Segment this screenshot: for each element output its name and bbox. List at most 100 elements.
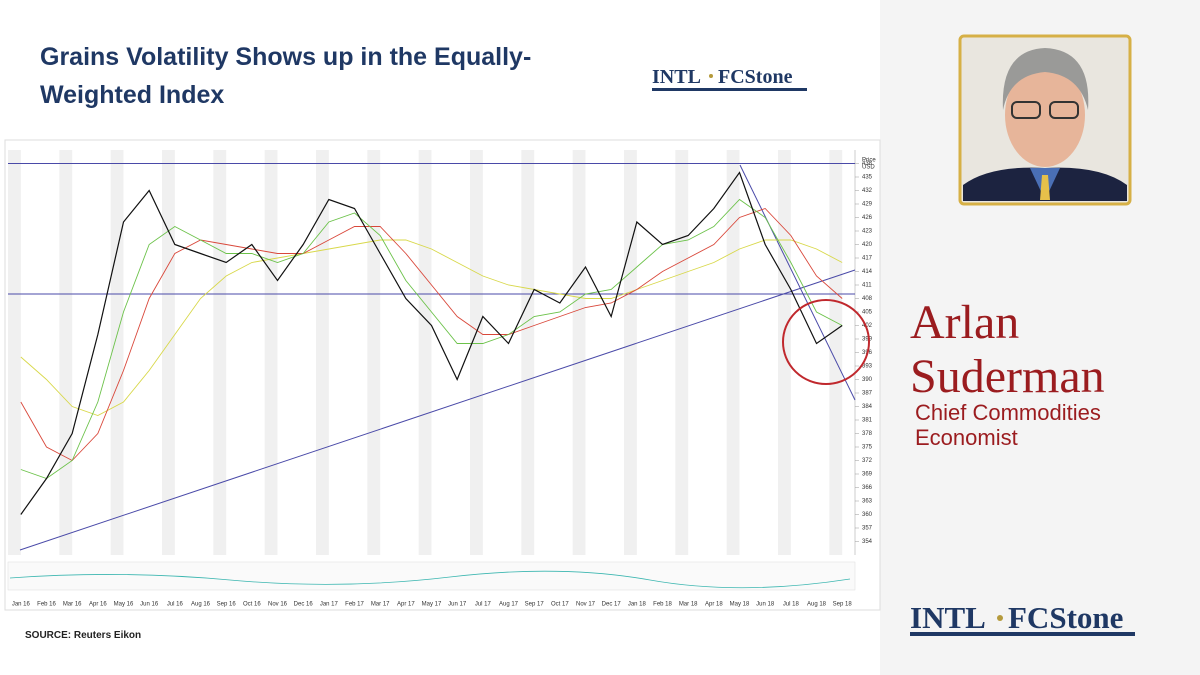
- month-stripe: [8, 150, 21, 555]
- x-tick-label: Nov 17: [576, 602, 596, 608]
- y-tick-label: 399: [862, 337, 873, 343]
- x-tick-label: Jan 17: [320, 602, 339, 608]
- x-tick-label: Sep 16: [217, 602, 237, 608]
- y-axis-label: Price: [862, 158, 876, 164]
- series-line: [20, 207, 843, 462]
- month-stripe: [110, 150, 124, 555]
- x-tick-label: Jul 16: [167, 602, 184, 608]
- x-tick-label: May 18: [730, 602, 750, 608]
- y-tick-label: 420: [862, 242, 873, 248]
- source: SOURCE: Reuters Eikon: [25, 630, 141, 641]
- logo-text: FCStone: [718, 66, 793, 88]
- y-tick-label: 408: [862, 296, 873, 302]
- y-tick-label: 366: [862, 485, 873, 491]
- y-tick-label: 387: [862, 391, 873, 397]
- month-stripe: [470, 150, 483, 555]
- chart-frame: [4, 139, 881, 611]
- month-stripe: [521, 150, 535, 555]
- month-stripe: [213, 150, 227, 555]
- speaker-role: Chief Commodities: [915, 400, 1101, 425]
- month-stripe: [162, 150, 175, 555]
- photo-tie: [1040, 175, 1050, 200]
- x-tick-label: Dec 16: [294, 602, 314, 608]
- slide-title: Grains Volatility Shows up in the Equall…: [40, 43, 531, 71]
- x-tick-label: Nov 16: [268, 602, 288, 608]
- x-tick-label: Oct 17: [551, 602, 569, 608]
- y-tick-label: 390: [862, 377, 873, 383]
- month-stripe: [316, 150, 329, 555]
- trend-line: [739, 164, 856, 401]
- y-tick-label: 378: [862, 431, 873, 437]
- x-tick-label: Apr 16: [89, 602, 107, 608]
- y-tick-label: 363: [862, 499, 873, 505]
- y-tick-label: 429: [862, 202, 873, 208]
- logo-text: INTL: [652, 66, 701, 88]
- month-stripe: [572, 150, 586, 555]
- x-tick-label: Jun 16: [140, 602, 159, 608]
- y-tick-label: 411: [862, 283, 872, 289]
- x-tick-label: May 16: [114, 602, 134, 608]
- oscillator-panel: [7, 561, 856, 591]
- x-tick-label: Jun 17: [448, 602, 467, 608]
- speaker-role: Economist: [915, 425, 1018, 450]
- trend-line: [19, 269, 856, 551]
- logo-top: INTL FCStone: [652, 66, 807, 91]
- x-tick-label: Apr 17: [397, 602, 415, 608]
- month-stripe: [675, 150, 689, 555]
- x-tick-label: Apr 18: [705, 602, 723, 608]
- x-tick-label: Aug 17: [499, 602, 519, 608]
- x-tick-label: Aug 16: [191, 602, 211, 608]
- speaker-name: Suderman: [910, 350, 1105, 403]
- photo-glasses: [1011, 101, 1041, 119]
- x-tick-label: Jul 17: [475, 602, 492, 608]
- month-stripe: [624, 150, 637, 555]
- logo-dot: [709, 74, 713, 78]
- y-tick-label: 354: [862, 539, 873, 545]
- x-tick-label: Jun 18: [756, 602, 775, 608]
- x-tick-label: Feb 16: [37, 602, 56, 608]
- logo-dot: [997, 615, 1003, 621]
- y-tick-label: 405: [862, 310, 873, 316]
- y-tick-label: 426: [862, 215, 873, 221]
- month-stripe: [367, 150, 381, 555]
- x-tick-label: Feb 18: [653, 602, 672, 608]
- y-tick-label: 438: [862, 161, 873, 167]
- month-stripe: [59, 150, 73, 555]
- series-line: [20, 171, 843, 515]
- oscillator-line: [9, 570, 851, 589]
- x-tick-label: Jan 16: [12, 602, 31, 608]
- y-tick-label: 423: [862, 229, 873, 235]
- y-tick-label: 369: [862, 472, 873, 478]
- y-tick-label: 393: [862, 364, 873, 370]
- month-stripe: [726, 150, 740, 555]
- logo-bar: [910, 632, 1135, 636]
- x-tick-label: Feb 17: [345, 602, 364, 608]
- y-tick-label: 360: [862, 512, 873, 518]
- series-line: [20, 198, 843, 480]
- photo-face: [1005, 63, 1085, 167]
- logo-bar: [652, 88, 807, 91]
- photo-hair: [1002, 48, 1089, 110]
- y-tick-label: 417: [862, 256, 873, 262]
- slide-title: Weighted Index: [40, 81, 224, 109]
- logo-bottom: INTL FCStone: [910, 600, 1135, 636]
- month-stripe: [264, 150, 278, 555]
- series-line: [20, 239, 843, 416]
- photo-glasses: [1049, 101, 1079, 119]
- x-tick-label: Mar 17: [371, 602, 390, 608]
- speaker-photo: [958, 34, 1132, 206]
- x-tick-label: Mar 16: [63, 602, 82, 608]
- x-tick-label: Dec 17: [602, 602, 622, 608]
- month-stripe: [829, 150, 843, 555]
- x-tick-label: Aug 18: [807, 602, 827, 608]
- y-tick-label: 384: [862, 404, 873, 410]
- y-tick-label: 435: [862, 175, 873, 181]
- y-tick-label: 414: [862, 269, 873, 275]
- x-tick-label: Jan 18: [628, 602, 647, 608]
- month-stripes: [8, 150, 843, 555]
- x-tick-label: Mar 18: [679, 602, 698, 608]
- highlight-circle: [782, 299, 870, 385]
- logo-text: FCStone: [1008, 600, 1123, 635]
- x-tick-label: May 17: [422, 602, 442, 608]
